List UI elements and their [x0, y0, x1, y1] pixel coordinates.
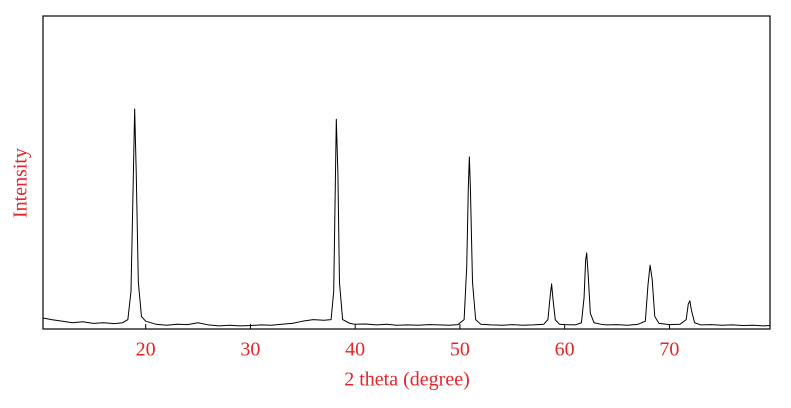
pattern-line — [42, 108, 771, 327]
x-tick-label: 20 — [136, 339, 156, 361]
x-axis-label: 2 theta (degree) — [344, 369, 469, 391]
plot-frame — [42, 15, 771, 330]
x-tick-label: 50 — [450, 339, 470, 361]
x-tick-label: 40 — [345, 339, 365, 361]
x-tick-label: 70 — [659, 339, 679, 361]
x-tick-label: 30 — [240, 339, 260, 361]
x-tick-label: 60 — [555, 339, 575, 361]
y-axis-label: Intensity — [10, 148, 32, 218]
